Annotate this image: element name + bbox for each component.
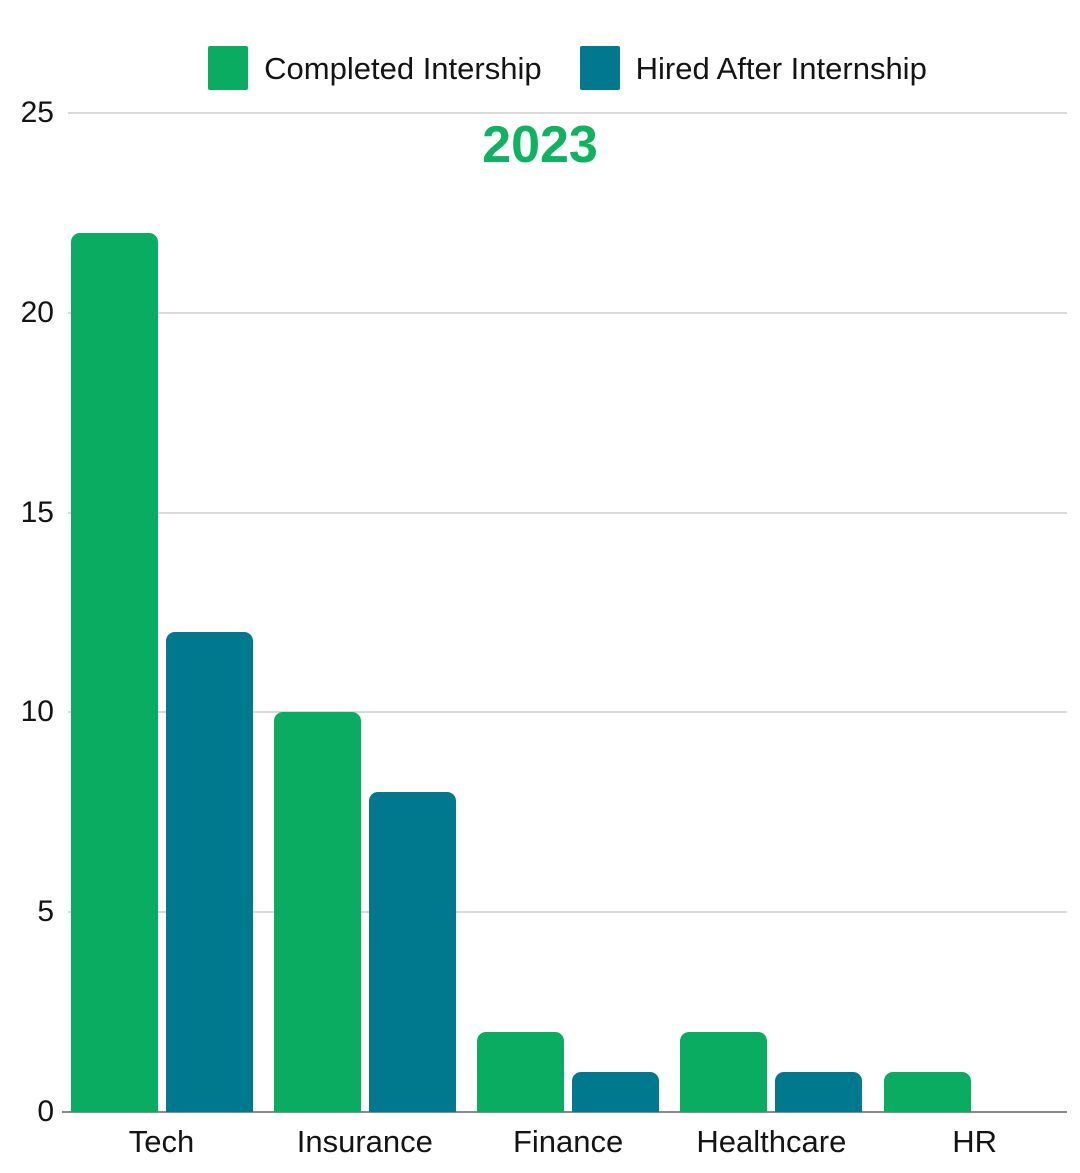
legend: Completed Intership Hired After Internsh… xyxy=(68,44,1067,92)
gridline-15 xyxy=(68,511,1067,514)
y-tick-label-15: 15 xyxy=(20,495,54,529)
bar-healthcare-hired xyxy=(775,1072,863,1112)
legend-swatch-hired-after-internship-icon xyxy=(579,46,620,90)
legend-swatch-completed-internship-icon xyxy=(208,46,249,90)
legend-label-hired-after-internship: Hired After Internship xyxy=(635,50,927,86)
gridline-10 xyxy=(68,711,1067,714)
gridline-20 xyxy=(68,311,1067,314)
x-tick-label-tech: Tech xyxy=(128,1124,195,1159)
y-tick-label-5: 5 xyxy=(37,895,54,929)
bar-insurance-hired xyxy=(368,792,456,1112)
legend-item-hired-after-internship: Hired After Internship xyxy=(579,46,927,90)
y-tick-label-25: 25 xyxy=(20,96,54,129)
bar-finance-completed xyxy=(477,1032,565,1112)
x-tick-label-finance: Finance xyxy=(512,1124,624,1159)
x-tick-label-hr: HR xyxy=(952,1124,998,1159)
x-tick-label-healthcare: Healthcare xyxy=(696,1124,847,1159)
gridline-5 xyxy=(68,911,1067,914)
y-tick-label-0: 0 xyxy=(37,1095,54,1128)
bar-hr-completed xyxy=(883,1072,971,1112)
legend-label-completed-internship: Completed Intership xyxy=(264,50,542,86)
y-tick-label-20: 20 xyxy=(20,295,54,329)
legend-item-completed-internship: Completed Intership xyxy=(208,46,542,90)
bar-healthcare-completed xyxy=(680,1032,768,1112)
chart-title: 2023 xyxy=(482,116,598,174)
bar-tech-hired xyxy=(165,632,253,1112)
gridline-25 xyxy=(68,112,1067,114)
bar-insurance-completed xyxy=(273,712,361,1112)
x-tick-label-insurance: Insurance xyxy=(296,1124,433,1159)
y-tick-label-10: 10 xyxy=(20,695,54,729)
x-axis-line xyxy=(62,1111,1067,1113)
bar-tech-completed xyxy=(70,232,158,1112)
bar-finance-hired xyxy=(572,1072,660,1112)
